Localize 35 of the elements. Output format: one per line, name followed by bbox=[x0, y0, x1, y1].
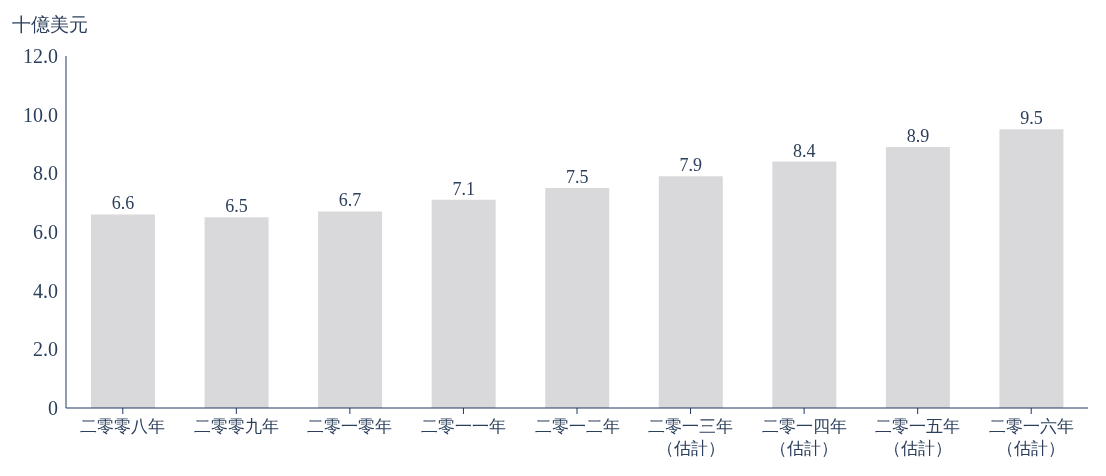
data-label: 6.7 bbox=[338, 190, 362, 211]
bar bbox=[772, 161, 837, 408]
bar bbox=[999, 129, 1064, 408]
y-tick-label: 10.0 bbox=[23, 103, 58, 126]
bar bbox=[545, 188, 610, 408]
bar bbox=[91, 214, 155, 408]
data-label: 6.6 bbox=[111, 193, 135, 214]
x-tick-label: 二零零八年 bbox=[80, 417, 166, 436]
bar bbox=[431, 199, 496, 408]
x-tick-label: 二零一四年（估計） bbox=[761, 417, 847, 458]
y-tick-label: 4.0 bbox=[33, 279, 58, 302]
y-tick-label: 12.0 bbox=[23, 45, 58, 68]
y-tick-label: 6.0 bbox=[33, 221, 58, 244]
data-label: 9.5 bbox=[1020, 108, 1043, 129]
data-label: 8.4 bbox=[793, 140, 816, 161]
x-tick-label: 二零一一年 bbox=[420, 417, 506, 436]
x-tick-label: 二零零九年 bbox=[193, 417, 279, 436]
data-label: 8.9 bbox=[906, 125, 930, 146]
x-tick-label: 二零一零年 bbox=[307, 417, 393, 436]
bar bbox=[318, 211, 383, 408]
x-tick-label: 二零一六年（估計） bbox=[988, 417, 1074, 458]
y-tick-label: 2.0 bbox=[33, 338, 58, 361]
bar bbox=[885, 146, 950, 408]
bar bbox=[204, 217, 269, 408]
data-label: 6.5 bbox=[225, 196, 248, 217]
y-tick-label: 0 bbox=[48, 397, 58, 420]
x-tick-label: 二零一五年（估計） bbox=[875, 417, 961, 458]
x-tick-label: 二零一二年 bbox=[534, 417, 620, 436]
data-label: 7.9 bbox=[679, 155, 703, 176]
y-tick-label: 8.0 bbox=[33, 162, 58, 185]
x-tick-label: 二零一三年（估計） bbox=[648, 417, 734, 458]
data-label: 7.1 bbox=[452, 178, 475, 199]
y-axis-title: 十億美元 bbox=[12, 13, 88, 37]
data-label: 7.5 bbox=[565, 167, 589, 187]
bar bbox=[658, 176, 723, 408]
